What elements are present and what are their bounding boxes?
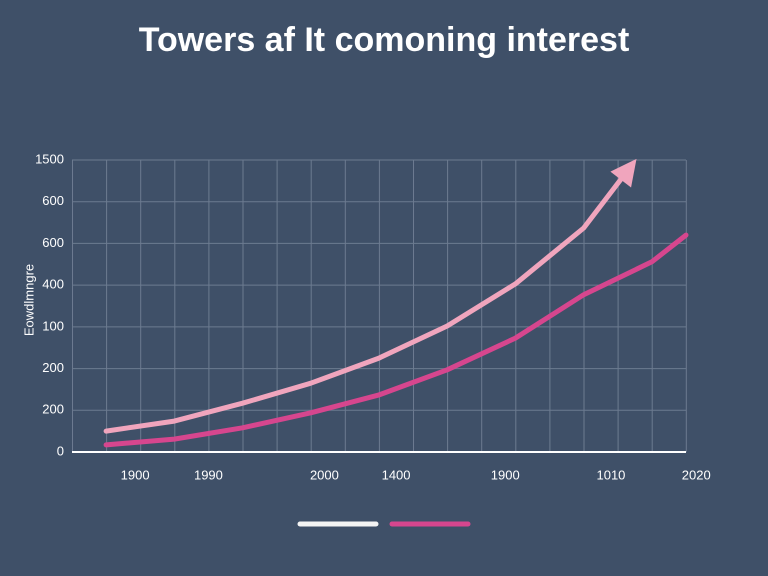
y-tick-label: 200 [42, 402, 64, 417]
y-tick-label: 100 [42, 318, 64, 333]
series-line [103, 232, 689, 448]
x-tick-label: 1010 [596, 467, 625, 482]
x-tick-label: 1900 [121, 467, 150, 482]
x-tick-label: 1990 [194, 467, 223, 482]
x-tick-label: 2020 [682, 467, 711, 482]
y-tick-label: 200 [42, 360, 64, 375]
x-tick-label: 1400 [382, 467, 411, 482]
vertical-grid [72, 160, 688, 452]
y-tick-label: 1500 [35, 151, 64, 166]
y-tick-label: 600 [42, 235, 64, 250]
arrow-head [610, 158, 637, 188]
y-tick-label: 0 [57, 443, 64, 458]
x-tick-label: 1900 [491, 467, 520, 482]
y-axis-label: Eowdlmngre [21, 264, 36, 336]
y-tick-label: 400 [42, 277, 64, 292]
x-tick-label: 2000 [310, 467, 339, 482]
y-tick-label: 600 [42, 193, 64, 208]
chart-title: Towers af It comoning interest [139, 21, 630, 59]
series-line [103, 167, 631, 434]
